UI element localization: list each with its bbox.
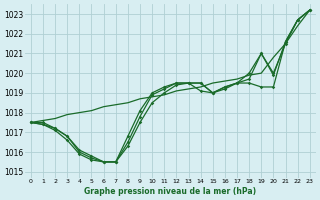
X-axis label: Graphe pression niveau de la mer (hPa): Graphe pression niveau de la mer (hPa) bbox=[84, 187, 256, 196]
